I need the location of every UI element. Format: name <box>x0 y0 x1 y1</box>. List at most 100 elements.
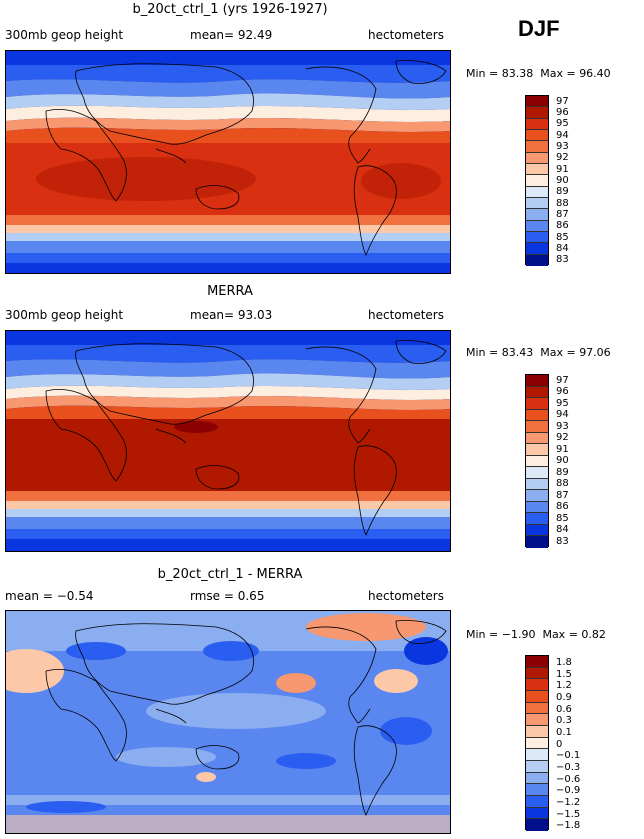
panel-3-swatch-10 <box>526 760 548 773</box>
panel-3-colorbar-label: −0.9 <box>556 785 581 796</box>
panel-1-swatch-94 <box>526 129 548 142</box>
panel-2-max-value: 97.06 <box>579 346 611 359</box>
panel-1-swatch-95 <box>526 118 548 130</box>
panel-1-colorbar-label: 85 <box>556 232 569 243</box>
panel-3-rmse-label: rmse = 0.65 <box>190 589 265 603</box>
panel-2-swatch-87 <box>526 490 548 502</box>
panel-2-variable-label: 300mb geop height <box>5 308 124 322</box>
panel-2-swatch-83 <box>526 536 548 548</box>
panel-2-swatch-95 <box>526 398 548 410</box>
panel-2-colorbar-label: 94 <box>556 409 569 420</box>
panel-2-stats: Min = 83.43 Max = 97.06 <box>466 346 611 359</box>
panel-3-swatch-5 <box>526 702 548 715</box>
panel-2-colorbar-label: 88 <box>556 478 569 489</box>
panel-3-max-label: Max = <box>542 628 582 641</box>
panel-3-colorbar-label: 0.3 <box>556 715 572 726</box>
panel-1-colorbar-label: 94 <box>556 130 569 141</box>
panel-2-colorbar <box>525 374 549 548</box>
panel-3-swatch-6 <box>526 714 548 726</box>
panel-3-units-label: hectometers <box>368 589 444 603</box>
panel-2-swatch-92 <box>526 432 548 445</box>
panel-3-stats: Min = −1.90 Max = 0.82 <box>466 628 606 641</box>
panel-2-swatch-93 <box>526 421 548 433</box>
panel-3-swatch-1 <box>526 656 548 668</box>
panel-2-swatch-97 <box>526 375 548 387</box>
panel-2-colorbar-label: 93 <box>556 421 569 432</box>
panel-2-colorbar-label: 97 <box>556 375 569 386</box>
panel-1-max-value: 96.40 <box>579 67 611 80</box>
panel-1-stats: Min = 83.38 Max = 96.40 <box>466 67 611 80</box>
panel-1-swatch-83 <box>526 254 548 266</box>
panel-2-title: MERRA <box>207 284 253 299</box>
panel-1-colorbar-label: 95 <box>556 118 569 129</box>
panel-3-swatch-11 <box>526 772 548 785</box>
panel-2-swatch-88 <box>526 478 548 491</box>
panel-3-title: b_20ct_ctrl_1 - MERRA <box>157 567 303 582</box>
season-label: DJF <box>518 16 560 41</box>
panel-2-units-label: hectometers <box>368 308 444 322</box>
panel-1-swatch-96 <box>526 107 548 119</box>
panel-1-swatch-90 <box>526 175 548 187</box>
panel-1-colorbar-label: 93 <box>556 141 569 152</box>
panel-1-swatch-93 <box>526 141 548 153</box>
panel-2-colorbar-label: 83 <box>556 536 569 547</box>
panel-2-swatch-85 <box>526 513 548 525</box>
panel-2-swatch-90 <box>526 455 548 468</box>
panel-1-swatch-84 <box>526 243 548 255</box>
panel-1-colorbar-label: 88 <box>556 198 569 209</box>
panel-1-colorbar-label: 83 <box>556 254 569 265</box>
panel-3-colorbar-label: −0.6 <box>556 774 581 785</box>
panel-3-contour-field <box>6 611 450 833</box>
panel-3-min-value: −1.90 <box>501 628 536 641</box>
panel-2-colorbar-label: 96 <box>556 386 569 397</box>
panel-3-colorbar-label: 1.8 <box>556 657 572 668</box>
panel-1-min-label: Min = <box>466 67 502 80</box>
panel-1-units-label: hectometers <box>368 28 444 42</box>
panel-1-colorbar-label: 92 <box>556 152 569 163</box>
panel-3-swatch-13 <box>526 795 548 808</box>
panel-3-mean-label: mean = −0.54 <box>5 589 94 603</box>
panel-3-swatch-7 <box>526 725 548 738</box>
panel-3-swatch-4 <box>526 690 548 703</box>
panel-1-swatch-85 <box>526 231 548 244</box>
panel-1-colorbar-label: 96 <box>556 107 569 118</box>
panel-1-colorbar-label: 84 <box>556 243 569 254</box>
panel-2-swatch-84 <box>526 524 548 537</box>
panel-3-colorbar-label: 1.2 <box>556 680 572 691</box>
panel-3-swatch-9 <box>526 749 548 761</box>
panel-1-swatch-86 <box>526 220 548 232</box>
panel-2-mean-label: mean= 93.03 <box>190 308 273 322</box>
panel-2-colorbar-label: 87 <box>556 490 569 501</box>
panel-3-max-value: 0.82 <box>581 628 606 641</box>
panel-3-colorbar-label: −1.8 <box>556 820 581 831</box>
panel-3-map <box>5 610 451 834</box>
panel-1-max-label: Max = <box>540 67 580 80</box>
panel-3-swatch-8 <box>526 737 548 750</box>
panel-3-swatch-2 <box>526 667 548 680</box>
panel-3-colorbar-label: −1.5 <box>556 809 581 820</box>
panel-1-mean-label: mean= 92.49 <box>190 28 273 42</box>
panel-2-colorbar-label: 84 <box>556 524 569 535</box>
panel-3-colorbar-label: −1.2 <box>556 797 581 808</box>
panel-3-swatch-3 <box>526 679 548 691</box>
panel-2-max-label: Max = <box>540 346 580 359</box>
panel-2-colorbar-label: 86 <box>556 501 569 512</box>
panel-3-colorbar-label: 1.5 <box>556 669 572 680</box>
panel-1-contour-field <box>6 51 450 273</box>
panel-1-swatch-88 <box>526 197 548 210</box>
panel-3-colorbar-label: 0 <box>556 739 563 750</box>
panel-1-swatch-89 <box>526 186 548 198</box>
panel-3-colorbar <box>525 655 549 831</box>
panel-2-colorbar-label: 90 <box>556 455 569 466</box>
panel-2-colorbar-label: 92 <box>556 432 569 443</box>
panel-1-colorbar <box>525 95 549 266</box>
panel-3-colorbar-label: −0.1 <box>556 750 581 761</box>
panel-2-colorbar-label: 95 <box>556 398 569 409</box>
panel-1-swatch-91 <box>526 163 548 176</box>
panel-2-contour-field <box>6 331 450 551</box>
panel-1-title: b_20ct_ctrl_1 (yrs 1926-1927) <box>132 2 328 17</box>
panel-3-colorbar-label: 0.9 <box>556 692 572 703</box>
panel-2-min-value: 83.43 <box>501 346 534 359</box>
panel-2-colorbar-label: 89 <box>556 467 569 478</box>
panel-1-colorbar-label: 86 <box>556 220 569 231</box>
